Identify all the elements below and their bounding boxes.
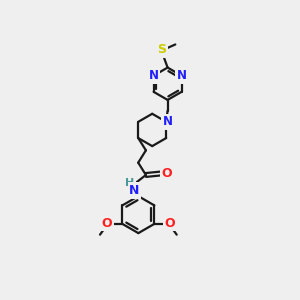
Text: O: O: [102, 217, 112, 230]
Text: O: O: [164, 217, 175, 230]
Text: S: S: [157, 44, 166, 56]
Text: N: N: [177, 69, 187, 82]
Text: N: N: [148, 69, 159, 82]
Text: N: N: [129, 184, 140, 197]
Text: H: H: [125, 178, 134, 188]
Text: N: N: [163, 116, 173, 128]
Text: O: O: [161, 167, 172, 180]
